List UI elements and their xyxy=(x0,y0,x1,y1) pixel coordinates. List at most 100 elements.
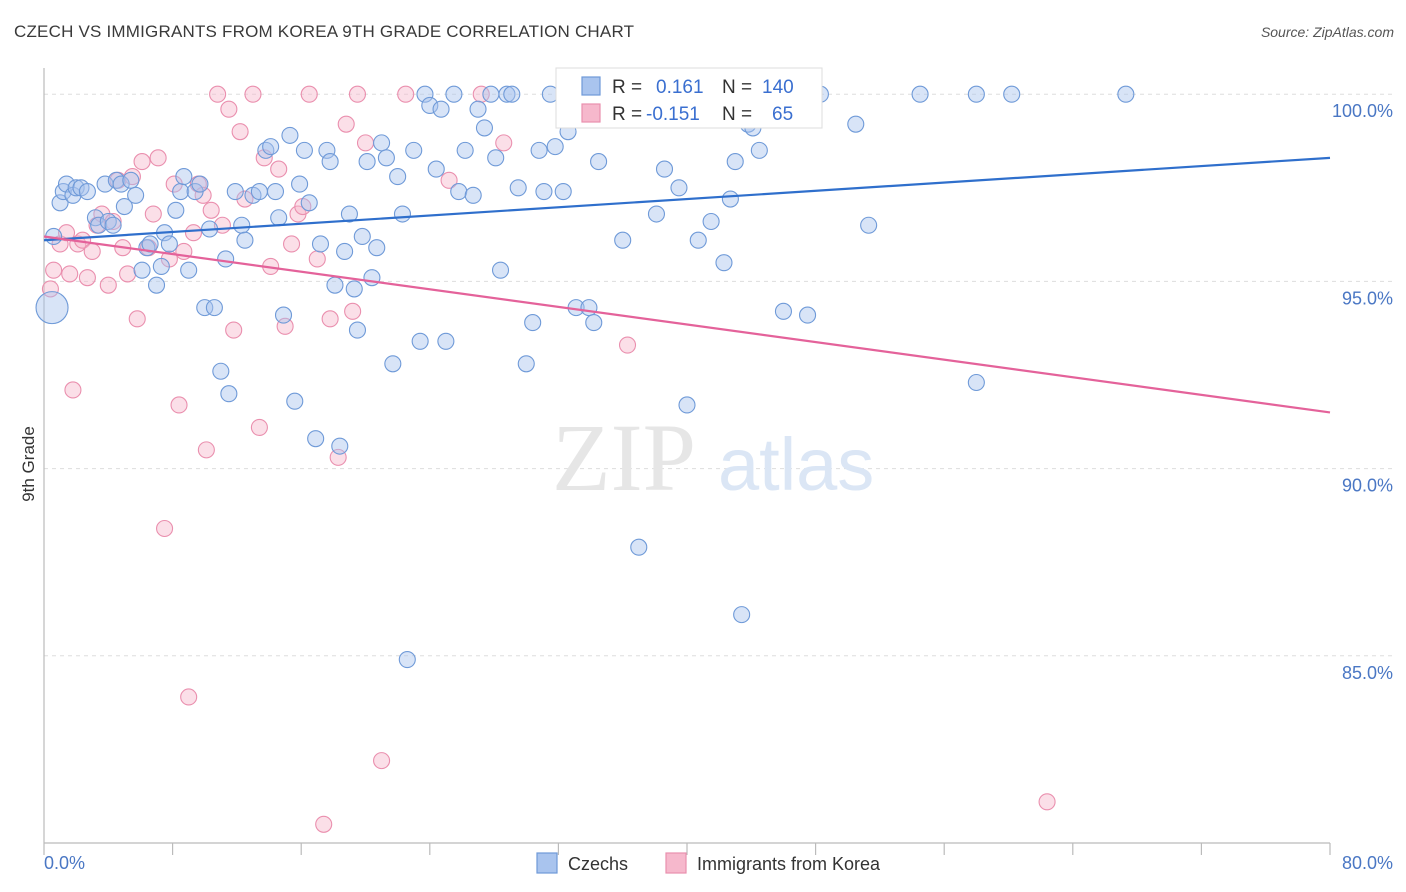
korea-point xyxy=(618,336,637,354)
czech-point xyxy=(220,385,238,403)
czech-point xyxy=(196,299,214,317)
legend-swatch-czech xyxy=(581,76,601,96)
czech-point xyxy=(911,85,929,103)
korea-point xyxy=(283,235,301,253)
bottom-legend-label-korea: Immigrants from Korea xyxy=(697,854,881,874)
czech-point xyxy=(614,231,632,249)
czech-point xyxy=(967,85,985,103)
czech-point xyxy=(580,299,598,317)
korea-point xyxy=(144,205,162,223)
czech-point xyxy=(509,179,527,197)
czech-point xyxy=(411,332,429,350)
czech-point xyxy=(967,373,985,392)
czech-point xyxy=(122,171,140,189)
czech-point xyxy=(799,306,817,324)
czech-point xyxy=(262,138,280,156)
y-tick-labels: 85.0% 90.0% 95.0% 100.0% xyxy=(1332,101,1393,683)
korea-point xyxy=(45,261,63,279)
watermark: ZIP atlas xyxy=(552,404,874,511)
czech-point xyxy=(535,183,553,201)
y-tick-label: 100.0% xyxy=(1332,101,1393,121)
czech-point xyxy=(689,231,707,249)
czech-point xyxy=(167,201,185,219)
czech-point xyxy=(104,216,122,234)
korea-point xyxy=(61,265,79,283)
korea-point xyxy=(321,310,339,328)
czech-point xyxy=(172,183,190,201)
czech-point xyxy=(331,437,349,455)
czech-point xyxy=(226,183,244,201)
korea-point xyxy=(337,115,355,133)
czech-point xyxy=(517,355,535,373)
czech-point xyxy=(191,175,209,193)
watermark-zip: ZIP xyxy=(552,404,696,511)
y-tick-label: 85.0% xyxy=(1342,663,1393,683)
czech-point xyxy=(115,197,133,216)
korea-point xyxy=(397,85,415,103)
czech-point xyxy=(702,212,720,231)
legend-n-label-korea: N = xyxy=(722,104,752,125)
czech-point xyxy=(348,321,367,339)
korea-point xyxy=(356,134,375,152)
czech-point xyxy=(340,205,358,223)
czech-point xyxy=(726,153,744,171)
legend-swatch-korea xyxy=(581,103,601,123)
czech-point xyxy=(236,231,254,249)
korea-point xyxy=(202,201,220,219)
y-tick-label: 95.0% xyxy=(1342,288,1393,308)
czech-point xyxy=(389,168,407,186)
czech-point xyxy=(326,276,344,294)
x-ticks xyxy=(43,843,1331,855)
czech-point xyxy=(670,179,688,197)
watermark-atlas: atlas xyxy=(718,423,874,506)
czech-point xyxy=(147,276,166,294)
czech-trend-line xyxy=(43,156,1331,242)
czech-point xyxy=(321,153,339,171)
korea-point xyxy=(194,186,212,204)
czech-point xyxy=(311,235,330,253)
czech-point xyxy=(655,160,674,178)
czech-point xyxy=(585,314,603,332)
czech-point xyxy=(1117,85,1135,103)
legend-n-value-korea: 65 xyxy=(772,104,793,125)
czech-point xyxy=(266,183,285,201)
korea-point xyxy=(64,381,82,399)
bottom-legend: Czechs Immigrants from Korea xyxy=(536,852,881,874)
czech-point xyxy=(482,85,500,103)
czech-point xyxy=(345,280,363,298)
korea-point xyxy=(99,276,117,294)
czech-point xyxy=(450,183,468,201)
czech-point xyxy=(205,299,223,317)
czech-point xyxy=(286,392,304,410)
korea-point xyxy=(231,123,249,141)
czech-point xyxy=(437,332,455,350)
czech-point xyxy=(152,257,170,275)
czech-point xyxy=(469,100,487,118)
czech-point xyxy=(307,430,325,448)
czech-point xyxy=(721,190,739,208)
czech-point xyxy=(175,168,193,186)
czech-point xyxy=(180,261,198,279)
czech-point xyxy=(274,306,293,324)
czech-point xyxy=(377,149,395,167)
korea-point xyxy=(344,302,362,320)
korea-point xyxy=(373,752,391,770)
czech-point xyxy=(233,216,251,234)
czech-point xyxy=(295,141,313,159)
korea-point xyxy=(184,224,203,242)
korea-point xyxy=(57,224,76,242)
czech-point xyxy=(678,396,696,414)
korea-point xyxy=(440,171,458,189)
czech-point xyxy=(133,261,151,279)
czech-point xyxy=(530,141,548,159)
korea-point xyxy=(244,85,262,103)
korea-point xyxy=(209,85,227,103)
korea-point xyxy=(83,242,101,261)
czech-point xyxy=(405,141,423,159)
czech-point xyxy=(1003,85,1021,103)
chart-title: CZECH VS IMMIGRANTS FROM KOREA 9TH GRADE… xyxy=(14,22,635,41)
korea-point xyxy=(315,815,333,833)
czech-point xyxy=(733,606,751,624)
czech-point xyxy=(427,160,445,178)
czech-point xyxy=(281,126,299,144)
